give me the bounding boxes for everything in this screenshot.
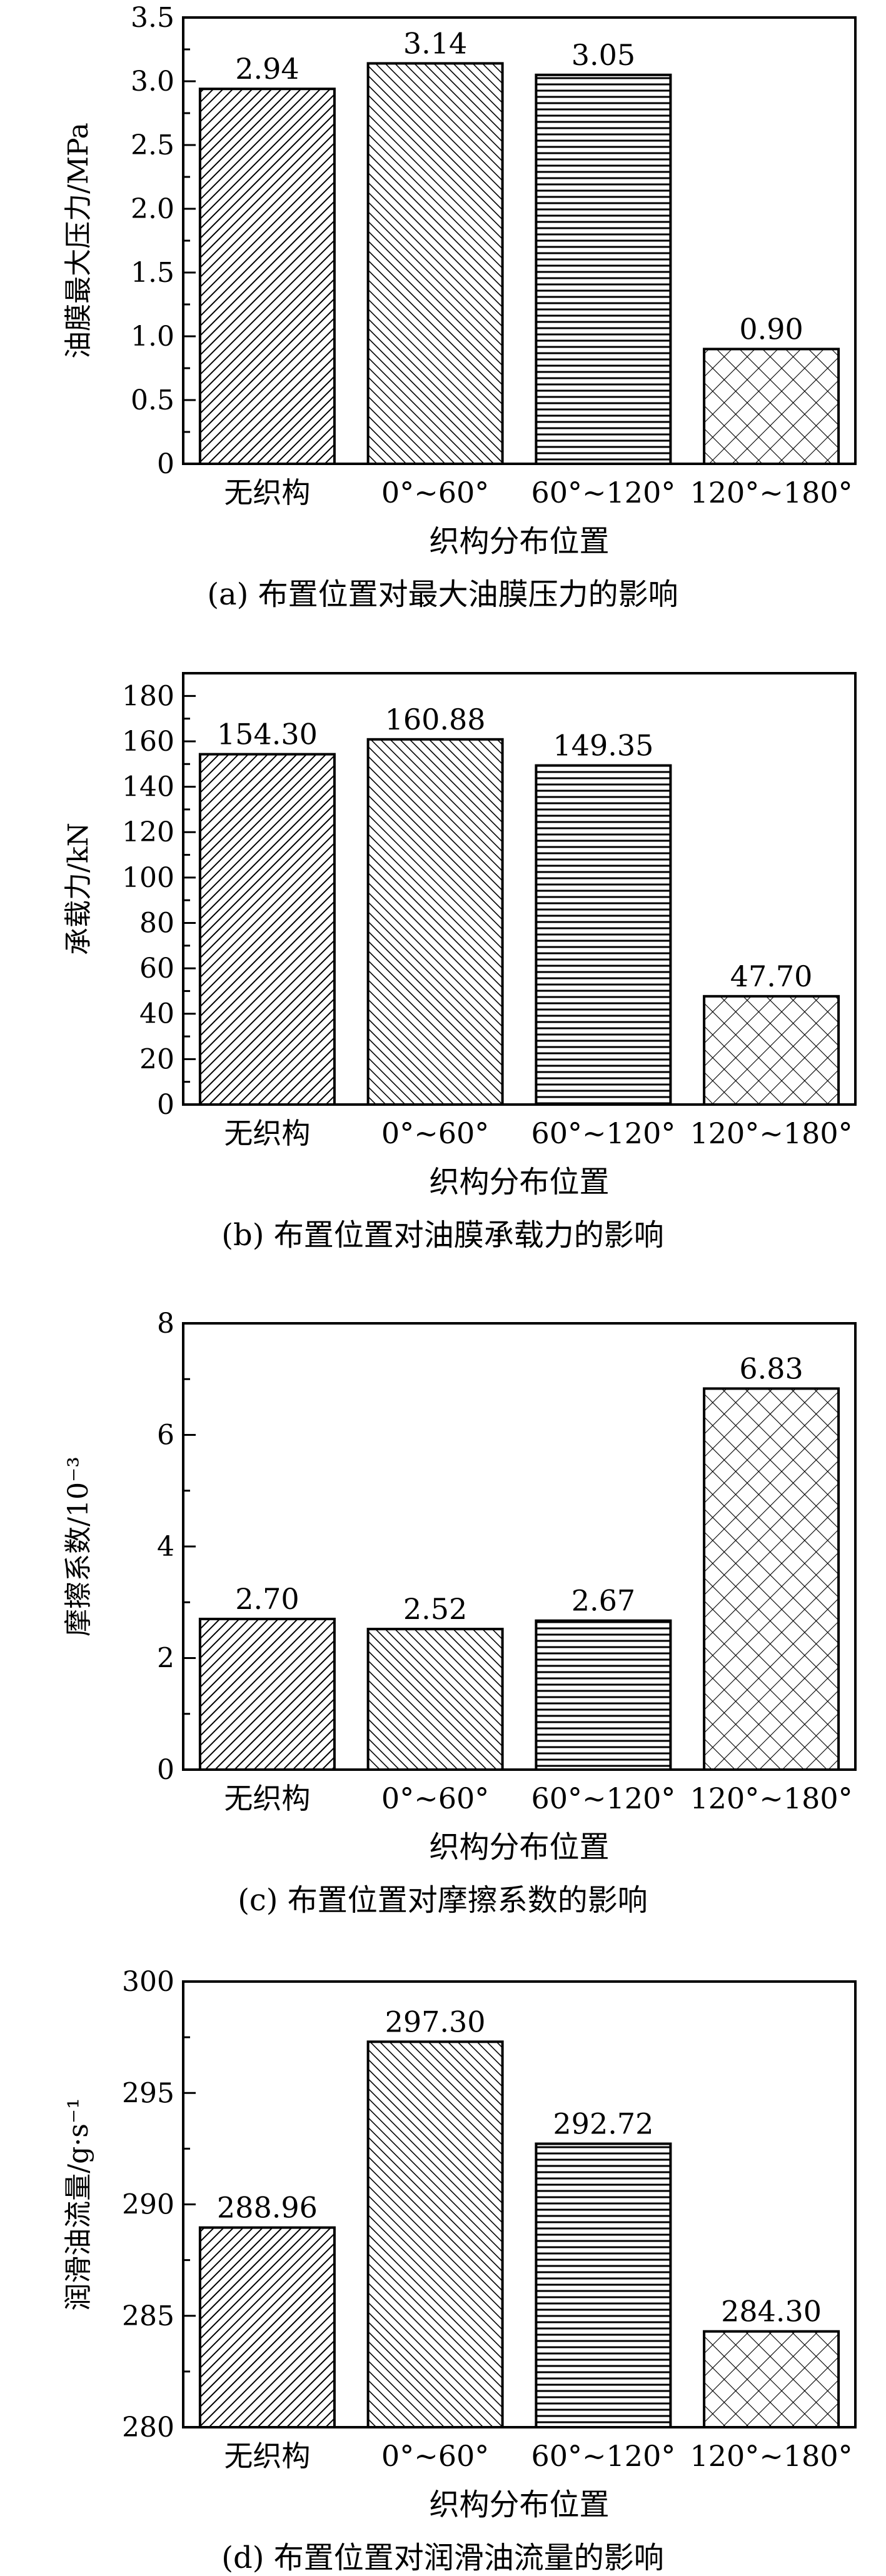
y-tick-label: 40	[139, 998, 174, 1030]
x-category-label: 0°~60°	[381, 476, 489, 509]
y-tick-label: 3.0	[131, 66, 174, 98]
x-axis-title: 织构分布位置	[429, 524, 609, 559]
bar-value-label: 6.83	[739, 1351, 803, 1385]
panel-caption: (c) 布置位置对摩擦系数的影响	[238, 1883, 648, 1918]
bar-value-label: 160.88	[385, 703, 486, 736]
y-tick-label: 1.0	[131, 321, 174, 353]
panel-caption: (b) 布置位置对油膜承载力的影响	[221, 1218, 663, 1253]
bar-2	[366, 2040, 504, 2429]
bar-3	[535, 2142, 672, 2428]
y-tick-label: 80	[139, 907, 174, 939]
bar-value-label: 149.35	[553, 729, 653, 763]
bar-value-label: 284.30	[721, 2295, 822, 2328]
bar-value-label: 154.30	[217, 718, 318, 751]
bar-4	[703, 348, 840, 466]
y-tick-label: 140	[122, 771, 174, 803]
bar-value-label: 0.90	[739, 312, 803, 346]
bar-4	[703, 995, 840, 1106]
y-tick-label: 180	[122, 680, 174, 712]
y-tick-label: 280	[122, 2412, 174, 2443]
y-tick-label: 6	[157, 1420, 174, 1451]
y-tick-label: 2.0	[131, 193, 174, 225]
bar-value-label: 288.96	[217, 2191, 318, 2225]
x-category-label: 120°~180°	[690, 1782, 853, 1815]
x-category-label: 无织构	[224, 476, 310, 509]
x-axis-title: 织构分布位置	[429, 2487, 609, 2522]
x-category-label: 0°~60°	[381, 2439, 489, 2473]
y-tick-label: 295	[122, 2077, 174, 2109]
x-category-label: 60°~120°	[531, 2439, 675, 2473]
bar-value-label: 2.70	[235, 1582, 299, 1616]
plot-frame	[182, 672, 857, 1106]
y-tick-label: 8	[157, 1308, 174, 1340]
bar-3	[535, 73, 672, 466]
y-axis-title: 润滑油流量/g·s⁻¹	[63, 2098, 94, 2310]
y-axis-title: 摩擦系数/10⁻³	[63, 1456, 94, 1636]
bar-1	[198, 753, 336, 1106]
x-category-label: 无织构	[224, 1782, 310, 1815]
y-tick-label: 290	[122, 2189, 174, 2221]
bar-1	[198, 1618, 336, 1771]
y-tick-label: 0	[157, 1089, 174, 1121]
bar-1	[198, 88, 336, 465]
x-category-label: 无织构	[224, 1116, 310, 1150]
y-tick-label: 120	[122, 816, 174, 848]
panel-a: 2.94 3.14 3.05 0.90 0 0.5 1.0 1.5 2.0 2.5 3.0 3.5 无织…	[63, 2, 857, 612]
bar-3	[535, 1619, 672, 1771]
bar-value-label: 2.52	[403, 1592, 467, 1626]
x-category-label: 60°~120°	[531, 1782, 675, 1815]
x-axis-title: 织构分布位置	[429, 1830, 609, 1865]
bar-value-label: 3.05	[571, 38, 635, 72]
panel-c: 2.70 2.52 2.67 6.83 0 2 4 6 8 无织构 0°~60° 60°~120° 12…	[63, 1308, 857, 1918]
bar-value-label: 3.14	[403, 26, 467, 60]
y-tick-label: 2	[157, 1643, 174, 1675]
bar-value-label: 2.94	[235, 52, 299, 86]
y-tick-label: 60	[139, 953, 174, 985]
bar-4	[703, 2330, 840, 2428]
y-tick-label: 20	[139, 1043, 174, 1075]
x-category-label: 60°~120°	[531, 476, 675, 509]
y-tick-label: 0.5	[131, 384, 174, 416]
bar-value-label: 297.30	[385, 2005, 486, 2038]
y-tick-label: 285	[122, 2300, 174, 2332]
panel-b: 154.30 160.88 149.35 47.70 0 20 40 60 80 100 120 14…	[63, 672, 857, 1253]
panel-caption: (d) 布置位置对润滑油流量的影响	[221, 2540, 663, 2575]
bar-value-label: 2.67	[571, 1584, 635, 1618]
x-category-label: 120°~180°	[690, 2439, 853, 2473]
bar-3	[535, 764, 672, 1106]
y-tick-label: 4	[157, 1531, 174, 1563]
bar-2	[366, 1628, 504, 1772]
y-axis-title: 承载力/kN	[63, 823, 94, 955]
x-category-label: 60°~120°	[531, 1116, 675, 1150]
bar-2	[366, 62, 504, 465]
x-category-label: 无织构	[224, 2439, 310, 2473]
y-axis-title: 油膜最大压力/MPa	[63, 123, 94, 359]
bar-value-label: 47.70	[730, 960, 813, 993]
y-tick-label: 100	[122, 862, 174, 894]
y-tick-label: 2.5	[131, 129, 174, 161]
panel-caption: (a) 布置位置对最大油膜压力的影响	[207, 577, 678, 612]
x-category-label: 120°~180°	[690, 1116, 853, 1150]
bar-4	[703, 1387, 840, 1771]
x-category-label: 120°~180°	[690, 476, 853, 509]
y-tick-label: 300	[122, 1966, 174, 1998]
y-tick-label: 0	[157, 448, 174, 480]
y-tick-label: 160	[122, 726, 174, 758]
y-tick-label: 3.5	[131, 2, 174, 34]
x-axis-title: 织构分布位置	[429, 1165, 609, 1200]
bar-2	[366, 738, 504, 1106]
y-tick-label: 1.5	[131, 257, 174, 289]
bar-value-label: 292.72	[553, 2107, 653, 2141]
x-category-label: 0°~60°	[381, 1116, 489, 1150]
bar-1	[198, 2226, 336, 2429]
y-tick-label: 0	[157, 1754, 174, 1786]
x-category-label: 0°~60°	[381, 1782, 489, 1815]
panel-d: 288.96 297.30 292.72 284.30 280 285 290 295 300 无…	[63, 1966, 857, 2575]
